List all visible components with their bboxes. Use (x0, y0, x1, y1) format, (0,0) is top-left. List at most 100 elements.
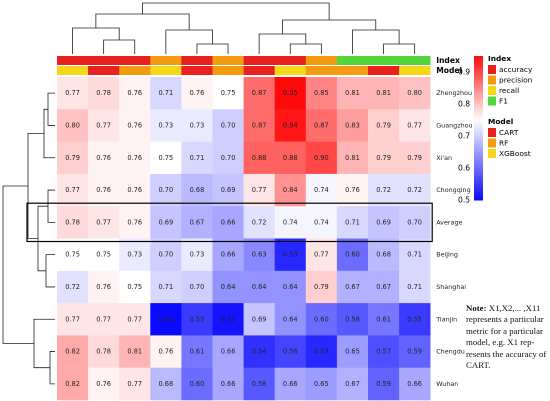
heatmap-cell (150, 367, 182, 401)
cell-value: 0.75 (65, 251, 80, 259)
colorbar-tick: 0.8 (458, 100, 470, 109)
cell-value: 0.70 (190, 283, 205, 291)
heatmap-cell (212, 206, 244, 239)
cell-value: 0.69 (376, 218, 391, 226)
cell-value: 0.66 (221, 251, 236, 259)
heatmap-cell (181, 335, 213, 368)
cell-value: 0.81 (127, 348, 142, 356)
colorbar-segment (474, 159, 483, 163)
cell-value: 0.74 (314, 218, 329, 226)
colorbar-tick: 0.9 (458, 68, 470, 77)
heatmap-cell (243, 335, 275, 368)
heatmap-cell (336, 109, 369, 142)
cell-value: 0.71 (345, 218, 360, 226)
colorbar-segment (474, 113, 483, 117)
heatmap-cell (243, 77, 275, 110)
heatmap-cell (119, 367, 151, 401)
heatmap-cell (336, 367, 369, 401)
cell-value: 0.81 (345, 154, 360, 162)
cell-value: 0.77 (96, 315, 111, 323)
cell-value: 0.77 (407, 121, 422, 129)
heatmap-cell (399, 109, 431, 142)
cell-value: 0.55 (190, 315, 205, 323)
cell-value: 0.65 (345, 348, 360, 356)
cell-value: 0.58 (252, 380, 267, 388)
heatmap-cell (399, 77, 431, 110)
index-annotation-cell (181, 56, 213, 65)
heatmap-cell (150, 77, 182, 110)
heatmap-cell (399, 335, 431, 368)
cell-value: 0.71 (190, 154, 205, 162)
colorbar-segment (474, 65, 483, 69)
colorbar-segment (474, 111, 483, 115)
cell-value: 0.90 (314, 154, 329, 162)
heatmap-cell (336, 141, 369, 175)
index-annotation-cell (305, 56, 338, 65)
dendrogram-link (37, 205, 48, 272)
colorbar-segment (474, 130, 483, 134)
heatmap-cell (243, 303, 275, 336)
index-annotation-cell (368, 56, 400, 65)
heatmap-cell (243, 109, 275, 142)
cell-value: 0.95 (283, 89, 298, 97)
heatmap-cell (305, 367, 338, 401)
cell-value: 0.77 (127, 315, 142, 323)
cell-value: 0.81 (345, 89, 360, 97)
heatmap-cell (243, 270, 275, 304)
colorbar-segment (474, 171, 483, 175)
colorbar-segment (474, 123, 483, 127)
cell-value: 0.74 (314, 186, 329, 194)
colorbar-segment (474, 185, 483, 189)
heatmap-cell (305, 303, 338, 336)
heatmap-cell (150, 335, 182, 368)
cell-value: 0.75 (96, 251, 111, 259)
legend-item: RF (499, 139, 508, 148)
heatmap-cell (212, 141, 244, 175)
colorbar-segment (474, 68, 483, 71)
cell-value: 0.73 (127, 251, 142, 259)
model-annotation-cell (399, 66, 431, 75)
heatmap-cell (399, 141, 431, 175)
heatmap-cell (181, 109, 213, 142)
colorbar-tick: 0.6 (458, 164, 470, 173)
model-annotation-cell (181, 66, 213, 75)
cell-value: 0.87 (252, 121, 267, 129)
heatmap-cell (119, 303, 151, 336)
cell-value: 0.66 (221, 380, 236, 388)
cell-value: 0.78 (96, 348, 111, 356)
cell-value: 0.72 (65, 283, 80, 291)
cell-value: 0.67 (345, 283, 360, 291)
heatmap-cell (150, 173, 182, 207)
model-annotation-cell (274, 66, 307, 75)
legend-item: recall (499, 86, 519, 95)
cell-value: 0.51 (221, 315, 236, 323)
index-annotation-cell (336, 56, 369, 65)
index-annotation-cell (150, 56, 182, 65)
colorbar-tick: 0.5 (458, 196, 470, 205)
colorbar-segment (474, 92, 483, 95)
heatmap-cell (181, 238, 213, 272)
model-annotation-cell (305, 66, 338, 75)
heatmap-cell (57, 238, 89, 272)
heatmap-cell (57, 367, 89, 401)
heatmap-cell (212, 303, 244, 336)
colorbar-segment (474, 190, 483, 194)
heatmap-cell (399, 173, 431, 207)
heatmap-cell (212, 109, 244, 142)
cell-value: 0.77 (96, 121, 111, 129)
index-annotation-cell (274, 56, 307, 65)
colorbar-segment (474, 96, 483, 100)
colorbar: 0.9 0.8 0.7 0.6 0.5 (458, 56, 483, 205)
colorbar-segment (474, 128, 483, 131)
heatmap-cell (305, 77, 338, 110)
row-label: Average (436, 218, 462, 226)
index-annotation-cell (88, 56, 120, 65)
colorbar-segment (474, 176, 483, 179)
heatmap-cell (181, 303, 213, 336)
cell-value: 0.78 (65, 218, 80, 226)
heatmap-cell (57, 173, 89, 207)
colorbar-segment (474, 70, 483, 74)
heatmap-cell (243, 141, 275, 175)
heatmap-cell (305, 206, 338, 239)
heatmap-cell (212, 367, 244, 401)
